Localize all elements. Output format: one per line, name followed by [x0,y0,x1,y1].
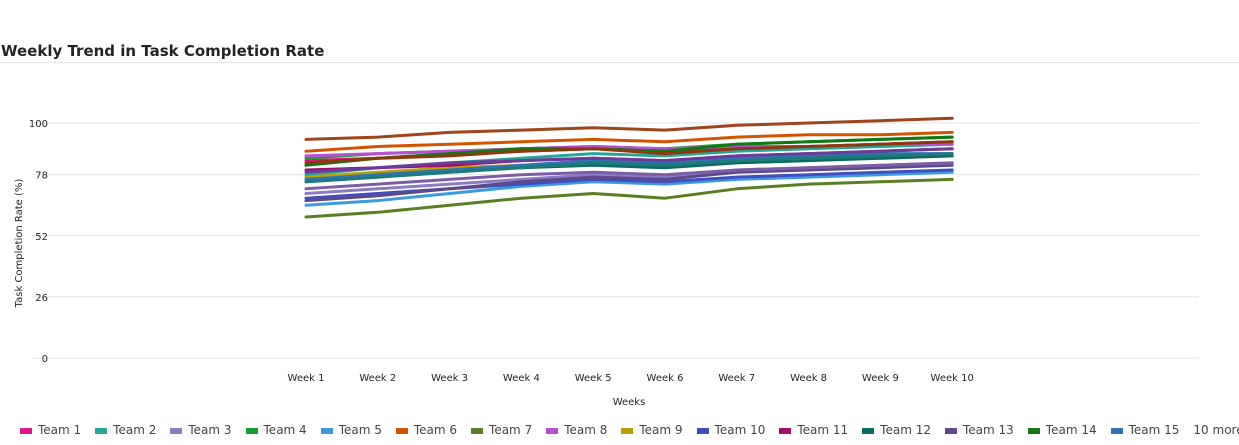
legend-item[interactable]: Team 5 [320,423,382,437]
legend-label: Team 13 [962,423,1014,437]
legend-swatch [245,427,258,434]
legend-swatch [395,427,408,434]
legend-item[interactable]: Team 4 [245,423,307,437]
legend-item[interactable]: Team 1 [20,423,81,437]
x-tick-label: Week 6 [647,373,684,384]
legend-swatch [20,427,32,434]
legend-swatch [471,427,484,434]
legend-swatch [320,427,333,434]
y-tick-label: 26 [35,293,48,304]
series-line[interactable] [304,161,954,191]
title-divider [0,62,1239,63]
legend-item[interactable]: Team 11 [779,423,848,437]
legend-label: Team 1 [38,423,82,437]
legend-label: Team 12 [880,423,931,437]
x-tick-label: Week 7 [718,373,755,384]
legend-item[interactable]: Team 3 [170,423,232,437]
series-line[interactable] [304,130,954,153]
y-tick-label: 52 [35,232,48,243]
legend-item[interactable]: Team 8 [546,423,607,437]
x-tick-label: Week 3 [431,373,468,384]
legend-swatch [779,427,792,434]
legend-label: Team 3 [188,423,232,437]
legend-swatch [696,427,709,434]
x-tick-label: Week 4 [503,373,540,384]
x-axis-label: Weeks [613,397,646,408]
x-tick-label: Week 10 [931,373,974,384]
legend-item[interactable]: Team 14 [1027,423,1097,437]
legend-label: Team 2 [113,423,157,437]
series-line[interactable] [304,147,954,174]
legend-label: Team 4 [263,423,307,437]
legend-swatch [621,427,634,434]
legend-label: Team 10 [714,423,766,437]
legend-item[interactable]: Team 7 [471,423,532,437]
legend-swatch [170,427,183,434]
legend-item[interactable]: Team 9 [621,423,683,437]
x-tick-label: Week 8 [790,373,827,384]
series-line[interactable] [304,163,954,203]
legend-item[interactable]: Team 15 [1110,423,1180,437]
legend-swatch [95,427,108,434]
y-tick-label: 0 [42,354,48,365]
series-line[interactable] [304,152,954,184]
legend-swatch [1027,427,1040,434]
series-line[interactable] [304,170,954,207]
legend-label: Team 11 [797,423,849,437]
legend-label: Team 15 [1128,423,1180,437]
legend-item[interactable]: Team 6 [395,423,458,437]
legend-swatch [546,427,559,434]
x-tick-label: Week 1 [288,373,325,384]
legend-item[interactable]: Team 2 [95,423,156,437]
series-line[interactable] [304,116,954,141]
x-tick-label: Week 2 [359,373,396,384]
legend-label: Team 14 [1045,423,1097,437]
x-tick-label: Week 9 [862,373,899,384]
chart-legend: Team 1 Team 2 Team 3 Team 4 Team 5 Team 6 Team… [20,423,1239,437]
y-tick-label: 100 [29,119,48,130]
legend-label: Team 9 [639,423,683,437]
legend-more-button[interactable]: 10 more [1193,423,1239,437]
legend-swatch [944,427,957,434]
x-tick-label: Week 5 [575,373,612,384]
legend-item[interactable]: Team 10 [696,423,766,437]
legend-item[interactable]: Team 13 [944,423,1014,437]
legend-label: Team 7 [489,423,533,437]
series-line[interactable] [304,140,954,165]
chart-title: Weekly Trend in Task Completion Rate [1,42,325,60]
series-line[interactable] [304,152,954,181]
legend-item[interactable]: Team 12 [862,423,931,437]
series-line[interactable] [304,177,954,219]
y-axis-label: Task Completion Rate (%) [14,179,25,309]
legend-label: Team 8 [564,423,608,437]
y-tick-label: 78 [35,171,48,182]
legend-label: Team 6 [413,423,458,437]
legend-label: Team 5 [338,423,382,437]
legend-swatch [1110,427,1123,434]
legend-swatch [862,427,875,434]
